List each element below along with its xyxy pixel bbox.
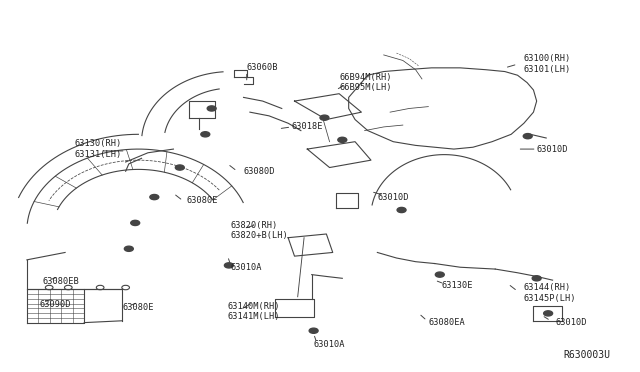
Text: 63130(RH)
63131(LH): 63130(RH) 63131(LH) xyxy=(75,140,122,159)
Text: 63080EA: 63080EA xyxy=(428,318,465,327)
Text: 63010D: 63010D xyxy=(537,145,568,154)
Circle shape xyxy=(543,311,552,316)
Circle shape xyxy=(320,115,329,120)
Text: 63144(RH)
63145P(LH): 63144(RH) 63145P(LH) xyxy=(524,283,577,303)
Text: 63010A: 63010A xyxy=(231,263,262,272)
Text: 63090D: 63090D xyxy=(40,300,71,309)
Text: 63140M(RH)
63141M(LH): 63140M(RH) 63141M(LH) xyxy=(228,302,280,321)
Circle shape xyxy=(524,134,532,139)
Circle shape xyxy=(532,276,541,281)
Circle shape xyxy=(207,106,216,111)
Circle shape xyxy=(397,208,406,212)
Text: 63010D: 63010D xyxy=(556,318,588,327)
Text: 63010A: 63010A xyxy=(314,340,345,349)
Circle shape xyxy=(338,137,347,142)
Circle shape xyxy=(150,195,159,200)
Text: R630003U: R630003U xyxy=(563,350,610,359)
Text: 63010D: 63010D xyxy=(378,193,409,202)
Text: 63080E: 63080E xyxy=(186,196,218,205)
Text: 63060B: 63060B xyxy=(246,63,278,72)
Text: 63820(RH)
63820+B(LH): 63820(RH) 63820+B(LH) xyxy=(231,221,289,240)
Circle shape xyxy=(225,263,234,268)
Text: 63018E: 63018E xyxy=(291,122,323,131)
Circle shape xyxy=(435,272,444,277)
Text: 63080E: 63080E xyxy=(122,303,154,312)
Text: 66B94M(RH)
66B95M(LH): 66B94M(RH) 66B95M(LH) xyxy=(339,73,392,92)
Circle shape xyxy=(201,132,210,137)
Circle shape xyxy=(175,165,184,170)
Circle shape xyxy=(309,328,318,333)
Text: 63100(RH)
63101(LH): 63100(RH) 63101(LH) xyxy=(524,54,571,74)
Text: 63080D: 63080D xyxy=(244,167,275,176)
Text: 63080EB: 63080EB xyxy=(43,278,79,286)
Circle shape xyxy=(131,220,140,225)
Text: 63130E: 63130E xyxy=(441,281,472,290)
Circle shape xyxy=(124,246,133,251)
